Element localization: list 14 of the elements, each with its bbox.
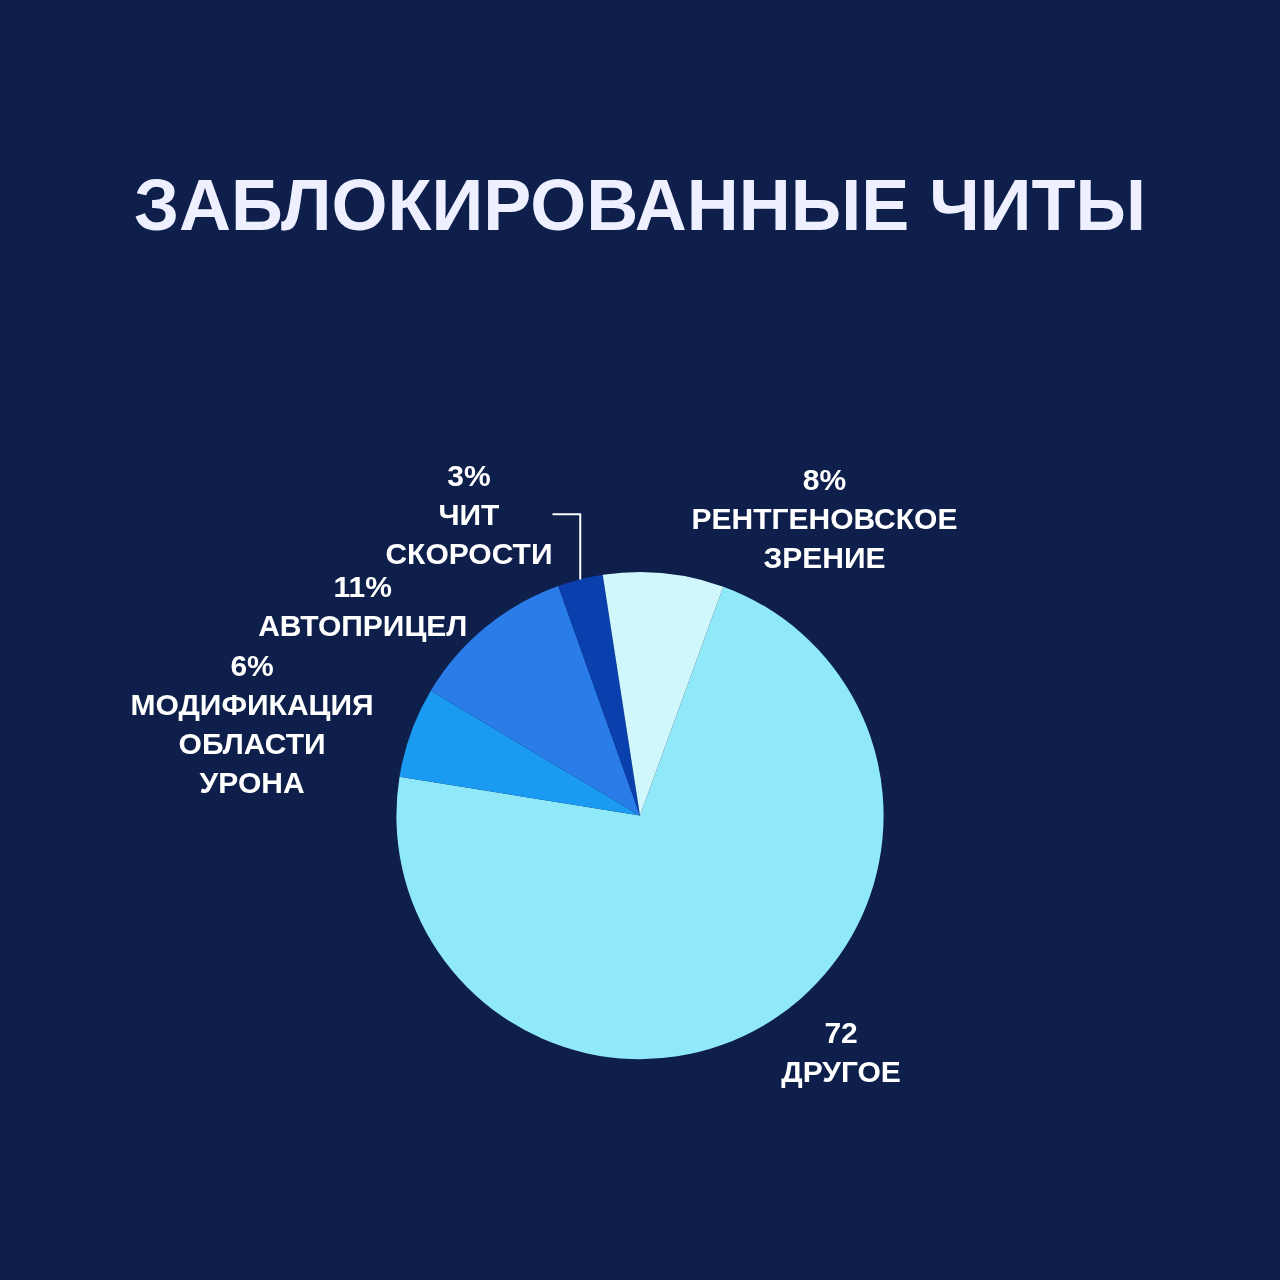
data-label: 3% [447, 458, 491, 492]
pie-slice [558, 574, 640, 816]
data-label: 6% [230, 648, 274, 682]
slice-label: ЧИТ СКОРОСТИ [385, 497, 553, 570]
pie-slice [399, 690, 640, 816]
pie-slice [602, 572, 724, 816]
slice-label: РЕНТГЕНОВСКОЕ ЗРЕНИЕ [691, 501, 958, 574]
data-label: 72 [824, 1016, 858, 1050]
chart-title: ЗАБЛОКИРОВАННЫЕ ЧИТЫ [133, 164, 1147, 245]
slice-label: ДРУГОЕ [781, 1055, 901, 1089]
slice-label: МОДИФИКАЦИЯ ОБЛАСТИ УРОНА [130, 687, 374, 799]
data-label: 8% [802, 462, 847, 496]
data-label: 11% [333, 569, 392, 603]
slice-label: АВТОПРИЦЕЛ [258, 608, 468, 642]
